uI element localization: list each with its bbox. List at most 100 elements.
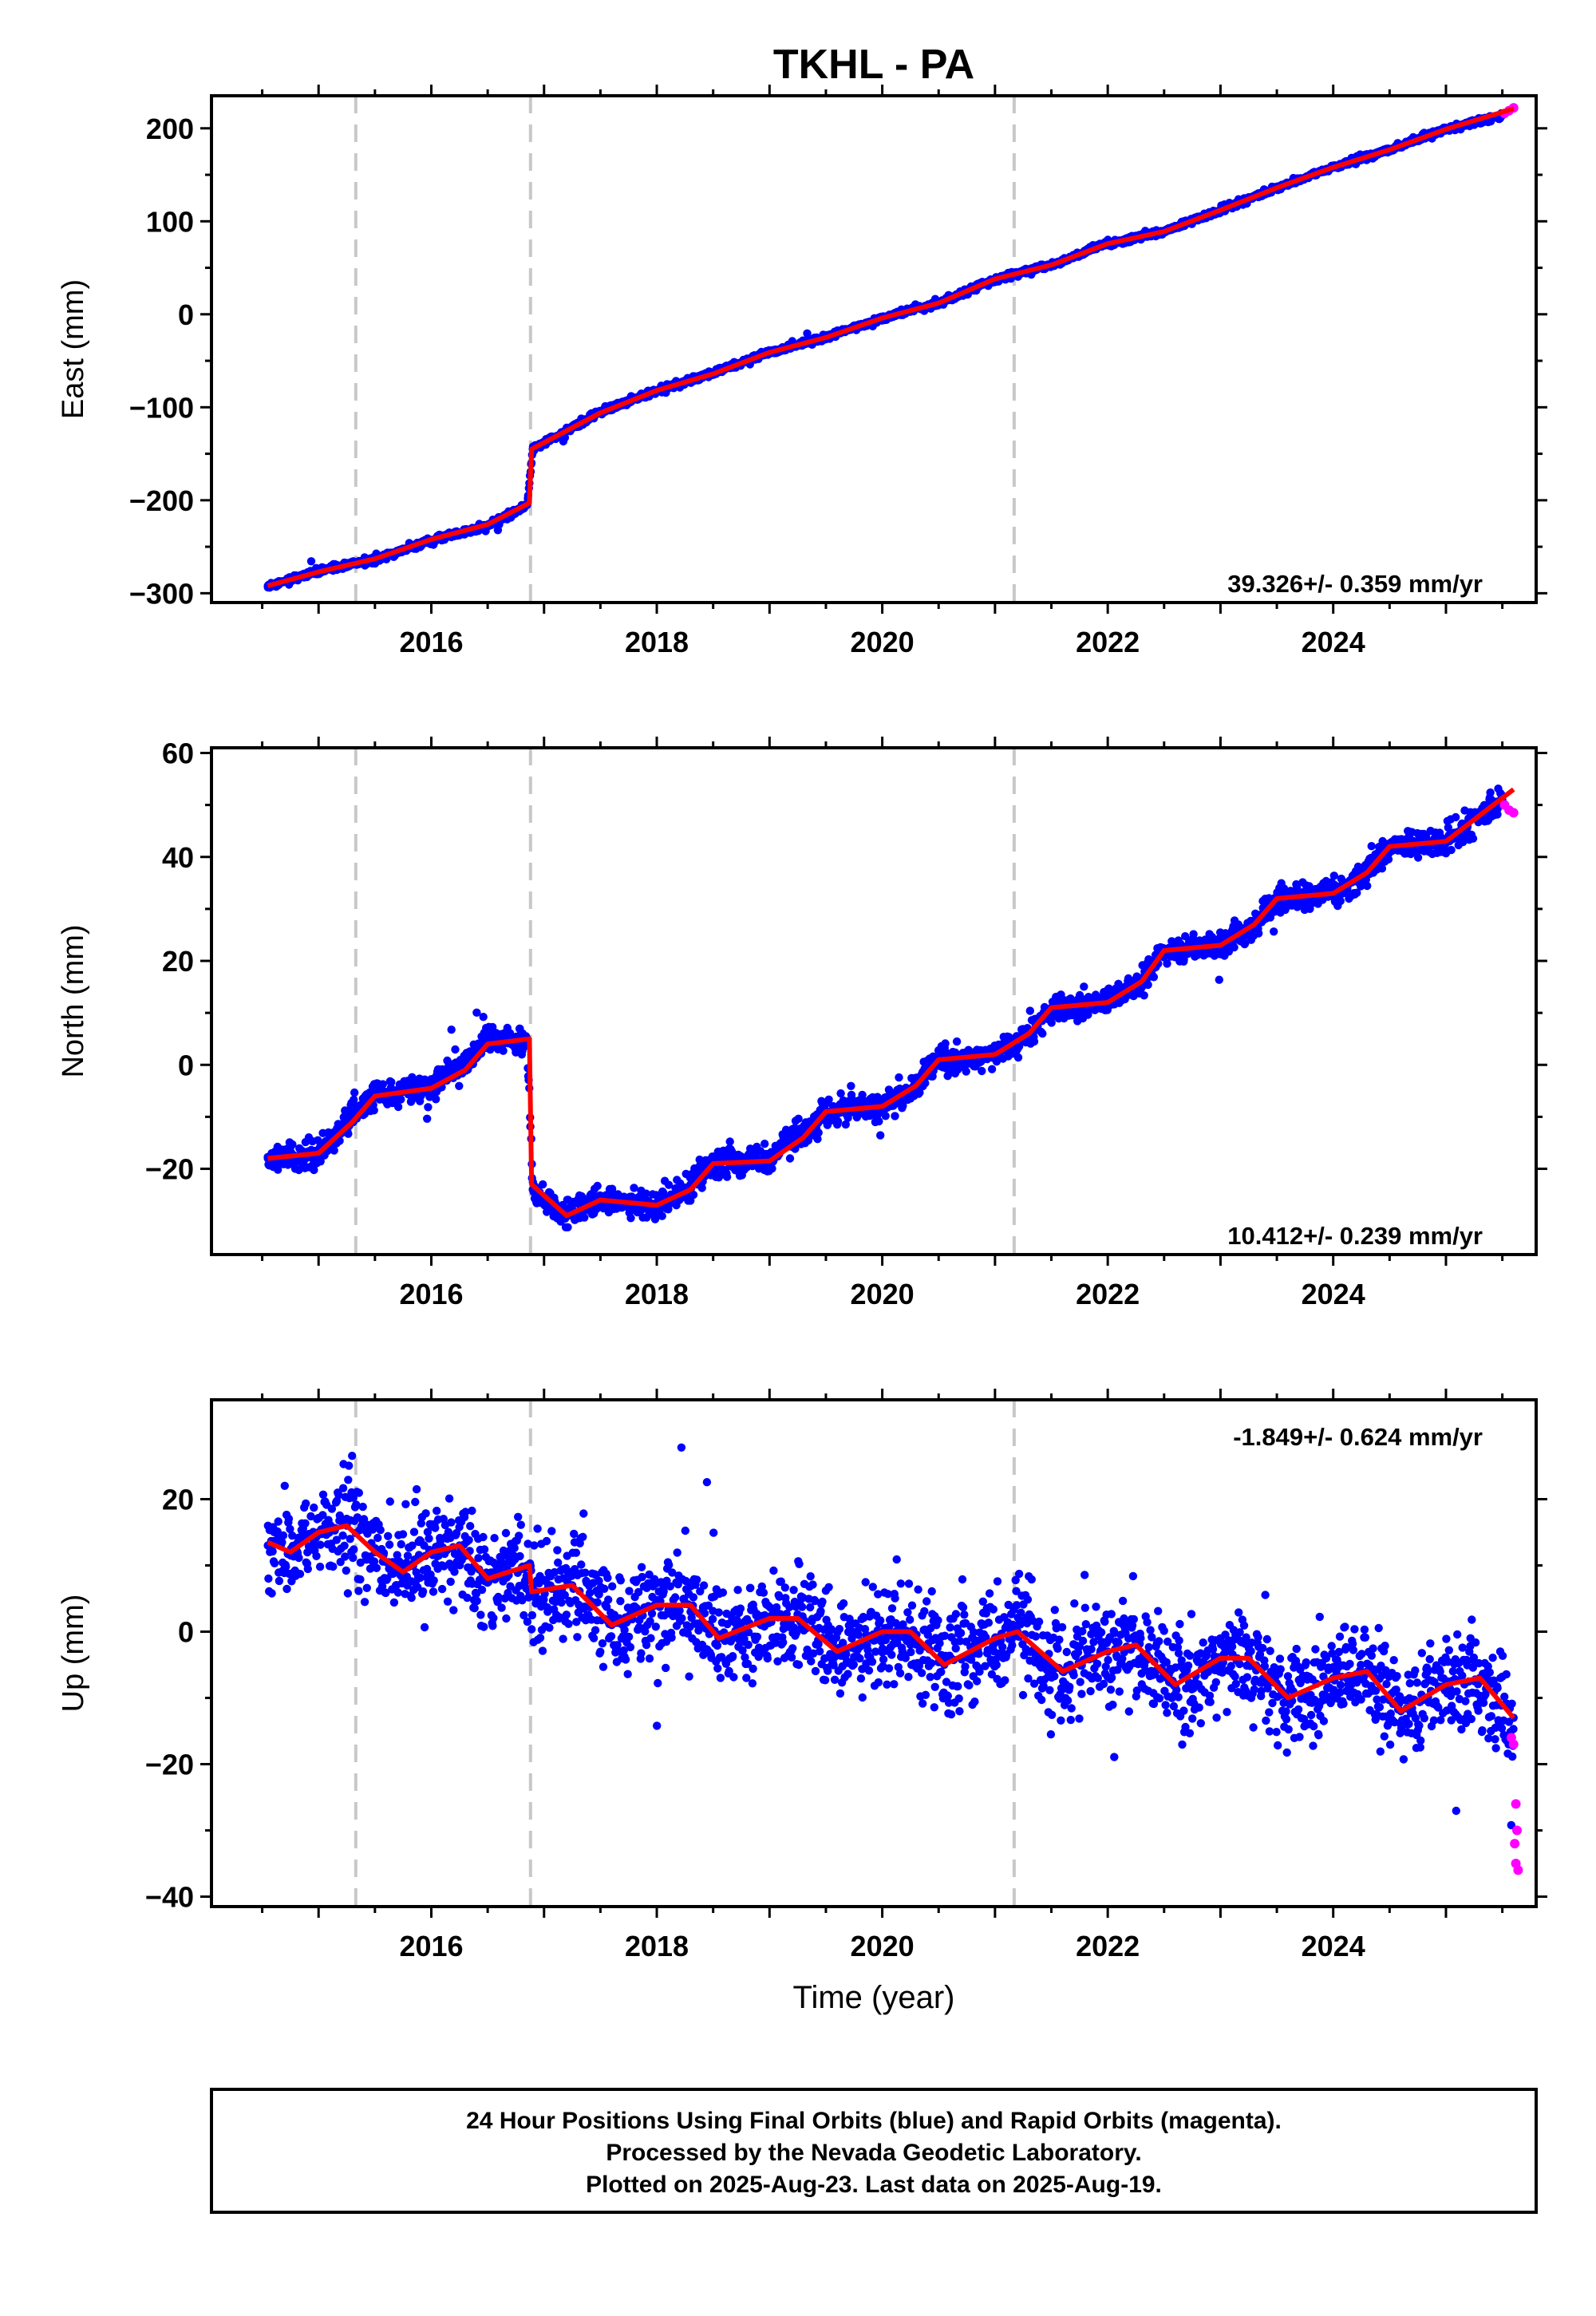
- up-final-point: [306, 1512, 315, 1521]
- north-final-point: [725, 1137, 734, 1146]
- north-y-tick-label-2: 20: [162, 945, 194, 978]
- up-final-point: [418, 1587, 428, 1596]
- north-y-tick-label-4: 60: [162, 737, 194, 770]
- north-final-point: [689, 1190, 698, 1199]
- east-y-tick-label-4: 100: [146, 205, 194, 238]
- up-final-point: [412, 1484, 421, 1494]
- north-final-point: [824, 1095, 833, 1105]
- north-final-point: [1447, 845, 1456, 855]
- up-final-point: [327, 1504, 337, 1513]
- north-final-point: [451, 1045, 460, 1054]
- north-final-point: [1144, 980, 1152, 990]
- north-frame: [210, 746, 1538, 1256]
- up-final-point: [444, 1494, 454, 1503]
- east-x-tick-label-2: 2020: [851, 626, 915, 658]
- north-final-point: [1336, 896, 1345, 906]
- up-final-point: [315, 1563, 325, 1571]
- up-final-point: [373, 1533, 382, 1543]
- north-rate-label: 10.412+/- 0.239 mm/yr: [1227, 1222, 1483, 1250]
- north-final-point: [1230, 943, 1238, 952]
- up-final-point: [385, 1540, 394, 1549]
- north-x-tick-label-4: 2024: [1302, 1278, 1365, 1310]
- up-final-point: [393, 1588, 403, 1597]
- up-final-point: [302, 1499, 310, 1508]
- north-x-tick-label-2: 2020: [851, 1278, 915, 1310]
- up-final-point: [420, 1622, 429, 1632]
- north-final-point: [987, 1065, 997, 1073]
- east-final-point: [306, 557, 316, 566]
- north-x-tick-label-1: 2018: [625, 1278, 689, 1310]
- north-final-point: [472, 1008, 481, 1018]
- east-y-axis-label: East (mm): [57, 279, 90, 419]
- north-final-point: [1329, 871, 1339, 880]
- north-final-point: [833, 1117, 843, 1126]
- north-final-point: [1444, 823, 1453, 832]
- north-final-point: [1149, 973, 1159, 982]
- up-final-point: [416, 1573, 425, 1583]
- up-final-point: [334, 1491, 343, 1500]
- up-final-point: [294, 1553, 303, 1563]
- up-final-point: [417, 1519, 425, 1528]
- north-final-point: [978, 1066, 986, 1076]
- up-final-point: [354, 1587, 363, 1595]
- up-final-point: [332, 1535, 341, 1544]
- north-final-point: [432, 1095, 440, 1104]
- north-final-point: [397, 1095, 405, 1104]
- north-final-point: [1353, 888, 1361, 897]
- up-final-point: [425, 1534, 433, 1543]
- up-final-point: [301, 1519, 310, 1528]
- up-final-point: [443, 1597, 452, 1607]
- up-final-point: [341, 1552, 350, 1561]
- north-x-tick-label-0: 2016: [399, 1278, 463, 1310]
- up-final-point: [267, 1589, 276, 1598]
- up-final-point: [384, 1531, 393, 1541]
- north-final-anchor-point: [483, 1034, 492, 1043]
- north-final-point: [626, 1214, 635, 1223]
- up-final-point: [316, 1540, 325, 1549]
- up-final-point: [329, 1562, 338, 1571]
- up-final-point: [398, 1530, 408, 1539]
- up-final-point: [447, 1518, 456, 1527]
- chart-title: TKHL - PA: [773, 41, 974, 88]
- north-final-point: [593, 1181, 602, 1191]
- north-final-point: [962, 1067, 970, 1076]
- up-final-point: [407, 1593, 416, 1603]
- up-final-point: [464, 1535, 473, 1545]
- up-final-point: [310, 1503, 318, 1512]
- up-final-point: [264, 1574, 273, 1583]
- north-final-point: [814, 1128, 823, 1137]
- up-final-point: [433, 1506, 441, 1516]
- up-final-point: [275, 1576, 284, 1586]
- up-final-point: [359, 1515, 369, 1524]
- up-final-point: [393, 1551, 401, 1559]
- north-final-point: [580, 1213, 589, 1222]
- up-final-point: [411, 1497, 420, 1507]
- north-y-tick-label-1: 0: [178, 1049, 194, 1081]
- north-final-point: [387, 1077, 396, 1087]
- up-final-point: [273, 1527, 282, 1536]
- up-final-point: [346, 1535, 354, 1543]
- north-final-point: [350, 1088, 359, 1097]
- north-final-point: [288, 1140, 297, 1149]
- north-final-point: [1140, 991, 1148, 1000]
- up-final-point: [450, 1567, 459, 1576]
- north-final-point: [875, 1117, 883, 1126]
- up-final-point: [461, 1508, 470, 1516]
- north-final-point: [344, 1129, 353, 1138]
- up-final-point: [466, 1522, 475, 1531]
- up-final-point: [421, 1509, 430, 1518]
- north-final-point: [915, 1088, 924, 1097]
- north-final-point: [722, 1172, 732, 1181]
- north-final-point: [314, 1136, 322, 1145]
- north-final-point: [941, 1039, 950, 1048]
- up-final-point: [278, 1538, 286, 1547]
- north-final-point: [479, 1013, 488, 1022]
- north-final-point: [1241, 939, 1250, 948]
- up-final-point: [343, 1589, 353, 1598]
- north-final-point: [350, 1095, 358, 1105]
- up-final-point: [401, 1500, 410, 1509]
- north-final-point: [768, 1164, 776, 1173]
- up-final-point: [286, 1524, 294, 1534]
- north-final-point: [836, 1089, 845, 1098]
- up-final-point: [449, 1606, 458, 1614]
